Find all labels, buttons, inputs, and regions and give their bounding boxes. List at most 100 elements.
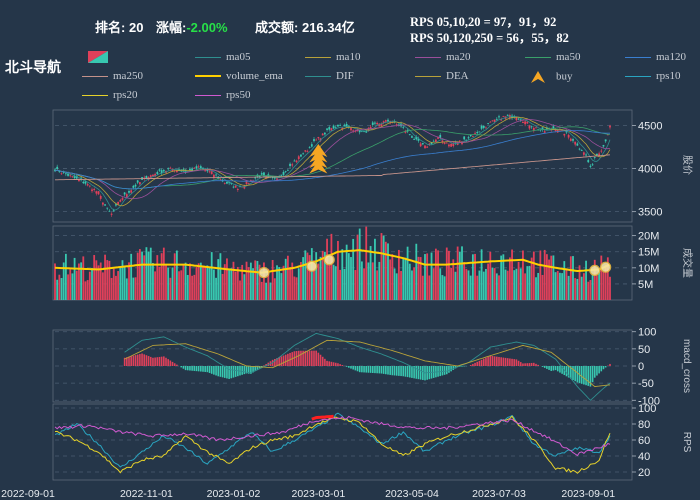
volume-bar: [341, 249, 344, 300]
volume-bar: [180, 270, 183, 300]
macd-bar: [367, 366, 370, 373]
volume-bar: [397, 249, 400, 300]
macd-bar: [535, 363, 537, 366]
legend-swatch: [305, 56, 331, 58]
candle-body: [158, 169, 161, 171]
volume-bar: [498, 275, 500, 300]
legend-label: DEA: [446, 70, 469, 82]
volume-bar: [430, 252, 433, 300]
macd-bar: [389, 366, 391, 375]
volume-bar: [313, 260, 315, 300]
volume-bar: [186, 274, 189, 300]
candle-body: [576, 143, 579, 146]
candle-body: [417, 138, 420, 141]
macd-bar: [191, 366, 193, 371]
volume-bar: [428, 275, 431, 300]
candle-body: [175, 170, 178, 173]
macd-bar: [337, 363, 339, 366]
volume-bar: [71, 273, 74, 300]
volume-bar: [143, 255, 146, 300]
candle-body: [369, 126, 372, 130]
macd-bar: [339, 364, 341, 366]
volume-bar: [445, 247, 448, 300]
volume-bar: [365, 226, 368, 300]
volume-bar: [202, 266, 204, 300]
candle-body: [517, 118, 520, 120]
legend-item-rps20: rps20: [82, 89, 137, 101]
volume-bar: [260, 281, 263, 300]
macd-bar: [498, 356, 500, 366]
volume-bar: [389, 259, 392, 300]
volume-bar: [465, 269, 468, 300]
candle-body: [609, 125, 611, 128]
candle-body: [236, 188, 239, 190]
volume-bar: [609, 276, 611, 300]
legend-item-ma50: ma50: [525, 51, 580, 63]
macd-bar: [415, 366, 418, 379]
volume-bar: [291, 262, 294, 300]
macd-bar: [263, 365, 265, 366]
macd-tick-label: -50: [638, 378, 654, 390]
legend-swatch: [195, 75, 221, 78]
candle-body: [578, 148, 581, 150]
candle-body: [526, 121, 529, 124]
macd-bar: [254, 366, 257, 372]
volume-bar: [456, 246, 459, 300]
candle-body: [88, 185, 91, 187]
legend-item-rps50: rps50: [195, 89, 250, 101]
volume-bar: [376, 270, 379, 300]
macd-bar: [321, 356, 324, 366]
dif-line: [124, 332, 611, 401]
macd-bar: [130, 356, 132, 366]
candle-body: [393, 121, 396, 123]
macd-bar: [482, 358, 485, 366]
candle-body: [587, 160, 590, 163]
volume-bar: [263, 262, 265, 300]
macd-bar: [554, 366, 557, 371]
candle-body: [119, 200, 122, 202]
macd-bar: [391, 366, 394, 376]
volume-bar: [239, 280, 241, 300]
price-tick-label: 4500: [638, 121, 662, 133]
candle-body: [326, 128, 328, 130]
legend-item-DEA: DEA: [415, 70, 469, 82]
macd-bar: [519, 362, 522, 366]
volume-bar: [245, 261, 248, 300]
macd-bar: [245, 366, 248, 374]
macd-bar: [226, 366, 228, 379]
macd-bar: [184, 366, 187, 371]
rps-line-1: RPS 05,10,20 = 97，91，92: [410, 15, 557, 29]
candle-body: [343, 124, 346, 126]
volume-bar: [500, 255, 503, 300]
volume-bar: [535, 277, 537, 300]
macd-bar: [441, 366, 444, 376]
volume-bar: [197, 263, 200, 300]
volume-bar: [530, 257, 533, 300]
volume-bar: [406, 246, 409, 300]
candle-body: [567, 134, 570, 138]
macd-bar: [180, 366, 183, 368]
macd-bar: [356, 366, 359, 372]
volume-bar: [371, 262, 374, 300]
volume-bar: [236, 266, 239, 300]
macd-bar: [134, 355, 137, 366]
candle-body: [491, 120, 494, 122]
candle-body: [378, 123, 381, 127]
volume-bar: [506, 270, 509, 300]
candle-body: [360, 130, 363, 132]
macd-bar: [439, 366, 442, 377]
macd-bar: [186, 366, 189, 371]
macd-bar: [143, 354, 146, 366]
volume-bar: [528, 265, 531, 300]
candle-body: [606, 134, 609, 136]
macd-bar: [250, 366, 252, 374]
macd-bar: [596, 366, 598, 376]
candle-body: [245, 181, 248, 184]
volume-bar: [241, 264, 244, 300]
volume-bar: [95, 260, 98, 300]
candle-body: [354, 130, 357, 132]
rps-tick-label: 40: [638, 451, 650, 463]
rps50-line: [54, 415, 611, 457]
legend-label: rps50: [226, 89, 251, 101]
candle-body: [350, 128, 352, 131]
